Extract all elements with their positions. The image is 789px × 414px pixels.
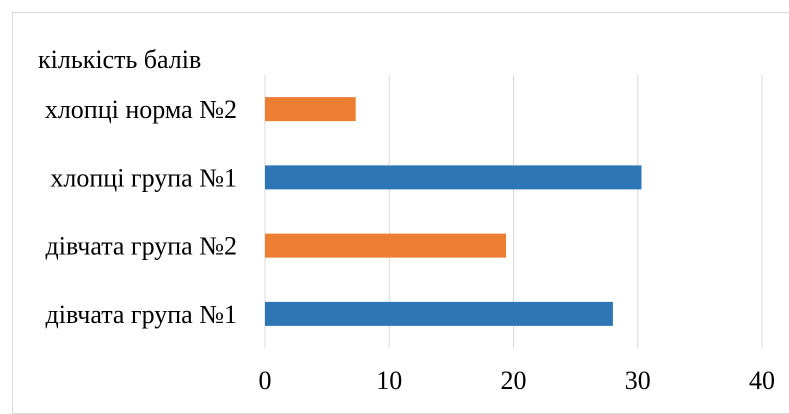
category-labels: дівчата група №1 дівчата група №2 хлопці г…	[45, 95, 237, 329]
bars-layer	[265, 97, 642, 326]
category-label: дівчата група №1	[46, 300, 237, 329]
category-label: хлопці норма №2	[45, 95, 237, 124]
x-tick-label: 10	[376, 366, 402, 395]
x-tick-label: 0	[259, 366, 272, 395]
bar	[265, 97, 356, 122]
bar-chart: кількість балів дівчата група №1дівчата …	[38, 45, 776, 395]
x-tick-label: 30	[625, 366, 651, 395]
bar	[265, 233, 507, 258]
category-label: дівчата група №2	[46, 232, 237, 261]
chart-frame	[12, 12, 789, 414]
bar	[265, 301, 613, 326]
x-tick-label: 40	[749, 366, 775, 395]
bar	[265, 165, 642, 190]
chart-title: кількість балів	[38, 45, 201, 74]
x-tick-labels: 0 10 20 30 40	[259, 366, 776, 395]
category-label: хлопці група №1	[50, 163, 237, 192]
x-tick-label: 20	[501, 366, 527, 395]
